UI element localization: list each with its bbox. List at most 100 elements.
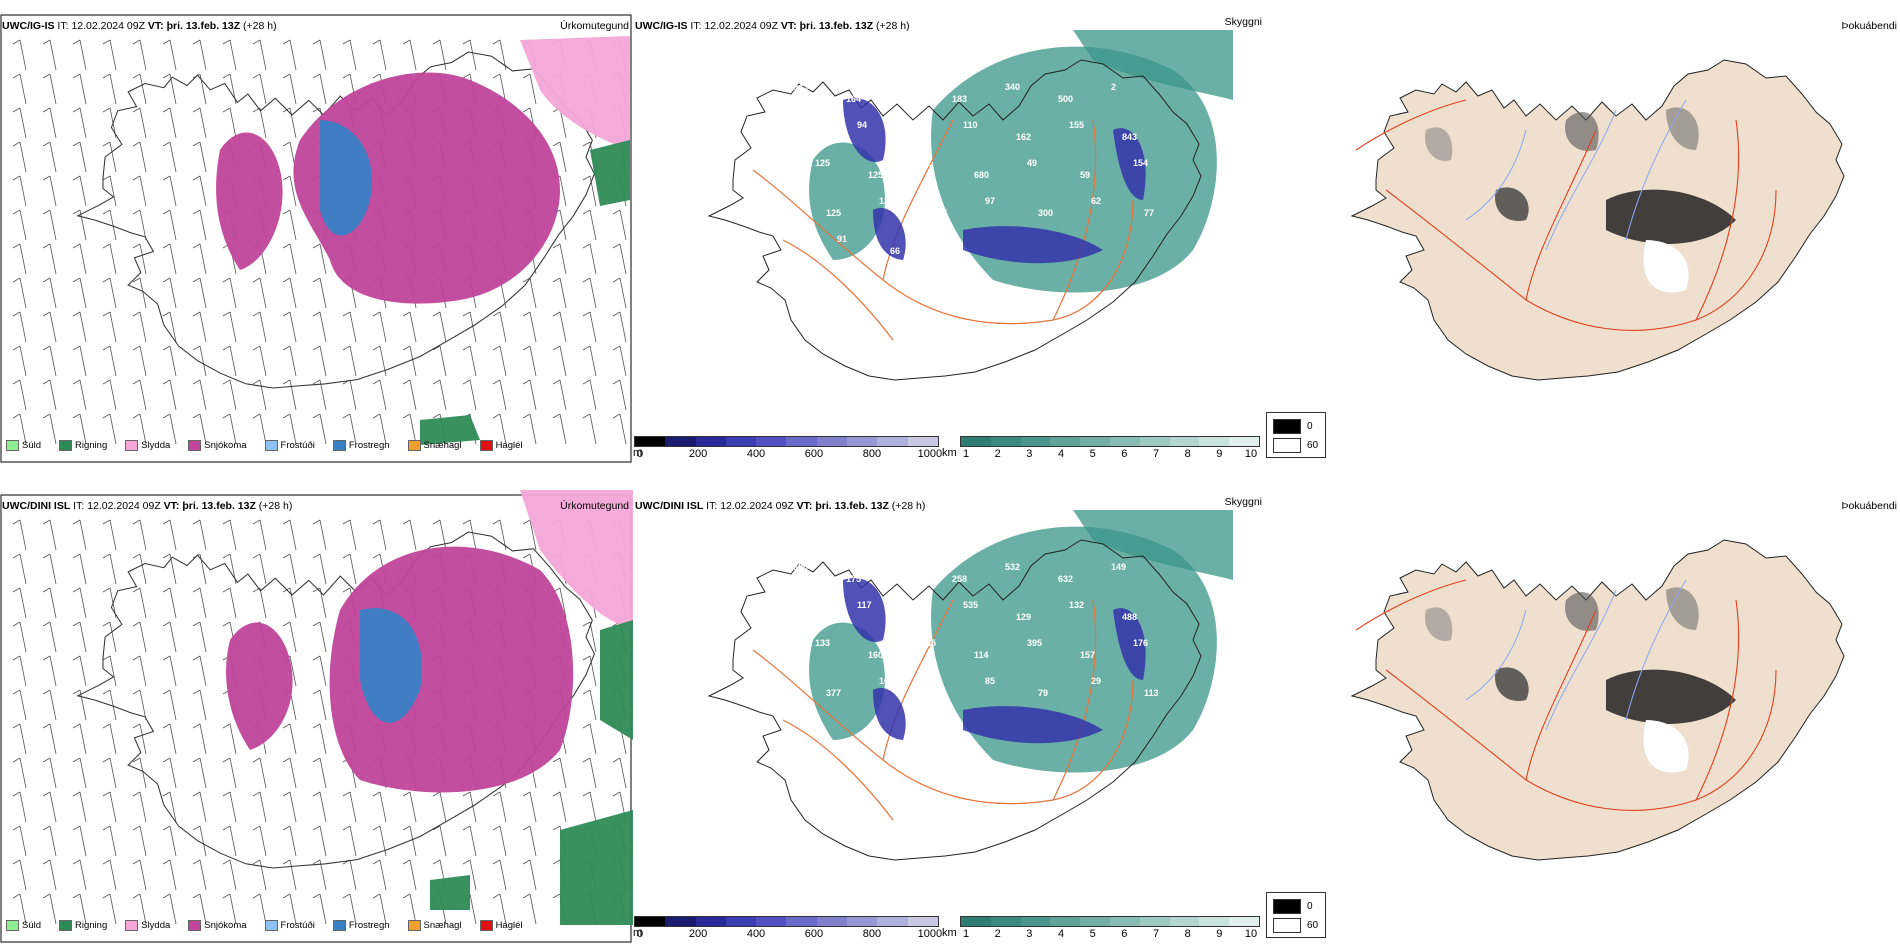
colorbar-tick: 4 bbox=[1057, 448, 1065, 460]
colorbar-segment bbox=[1169, 917, 1200, 926]
wind-barb bbox=[582, 379, 597, 411]
wind-barb bbox=[12, 553, 27, 585]
colorbar-tick: 9 bbox=[1216, 928, 1223, 940]
wind-barb bbox=[312, 519, 327, 551]
panel-type-label: Þokuábendi bbox=[1841, 20, 1897, 32]
wind-barb bbox=[402, 413, 417, 445]
cloud-base-value: 183 bbox=[952, 94, 967, 104]
wind-barb bbox=[552, 791, 567, 823]
wind-barb bbox=[432, 791, 447, 823]
precip-area bbox=[420, 415, 480, 445]
cloud-base-value: 135 bbox=[921, 638, 936, 648]
wind-barb bbox=[432, 345, 447, 377]
wind-barb bbox=[402, 345, 417, 377]
wind-barb bbox=[12, 757, 27, 789]
wind-barb bbox=[372, 893, 387, 925]
wind-barb bbox=[252, 311, 267, 343]
iceland-outline bbox=[707, 539, 1202, 861]
precip-map-bottom bbox=[0, 490, 633, 943]
wind-barb bbox=[192, 141, 207, 173]
cloud-base-value: 137 bbox=[804, 612, 819, 622]
wind-barb bbox=[522, 893, 537, 925]
wind-barb bbox=[132, 209, 147, 241]
wind-barb bbox=[42, 825, 57, 857]
panel-title: UWC/IG-IS IT: 12.02.2024 09Z VT: þri. 13… bbox=[2, 20, 277, 32]
wind-barb bbox=[12, 311, 27, 343]
fog-area bbox=[1495, 187, 1529, 221]
wind-barb bbox=[582, 413, 597, 445]
wind-barb bbox=[582, 757, 597, 789]
colorbar-segment bbox=[635, 437, 666, 446]
wind-barb bbox=[462, 39, 477, 71]
wind-barb bbox=[132, 413, 147, 445]
road bbox=[1385, 669, 1777, 811]
wind-barb bbox=[372, 379, 387, 411]
legend-swatch bbox=[407, 920, 421, 931]
wind-barb bbox=[132, 655, 147, 687]
wind-barb bbox=[72, 519, 87, 551]
wind-barb bbox=[132, 243, 147, 275]
precip-area bbox=[520, 36, 630, 150]
precip-area bbox=[560, 810, 633, 925]
cloud-base-value: 97 bbox=[985, 196, 995, 206]
wind-barb bbox=[612, 413, 627, 445]
rivers bbox=[1465, 579, 1687, 731]
wind-barb bbox=[12, 39, 27, 71]
wind-barb bbox=[222, 345, 237, 377]
colorbar-segment bbox=[877, 917, 908, 926]
legend-item: Snjókoma bbox=[188, 440, 247, 451]
wind-barb bbox=[312, 723, 327, 755]
river bbox=[1465, 609, 1527, 701]
wind-barb bbox=[12, 141, 27, 173]
wind-barb bbox=[42, 859, 57, 891]
wind-barb bbox=[72, 587, 87, 619]
wind-barb bbox=[432, 825, 447, 857]
colorbar-segment bbox=[695, 437, 726, 446]
fog-area bbox=[1565, 111, 1599, 151]
wind-barb bbox=[42, 107, 57, 139]
wind-barb bbox=[492, 893, 507, 925]
wind-barb bbox=[282, 277, 297, 309]
legend-item: Slydda bbox=[125, 440, 170, 451]
legend-label: Frostregn bbox=[348, 440, 390, 452]
colorbar-tick: 8 bbox=[1184, 448, 1191, 460]
colorbar-segment bbox=[1229, 437, 1259, 446]
legend-label: Frostúði bbox=[280, 440, 315, 452]
cloud-base-value: 150 bbox=[910, 132, 925, 142]
road bbox=[1525, 129, 1597, 301]
colorbar-segment bbox=[1139, 917, 1170, 926]
wind-barb bbox=[102, 209, 117, 241]
wind-barb bbox=[462, 519, 477, 551]
colorbar-tick: 9 bbox=[1216, 448, 1223, 460]
wind-barb bbox=[162, 893, 177, 925]
road bbox=[1525, 609, 1597, 781]
road bbox=[882, 119, 954, 281]
colorbar-segment bbox=[635, 917, 666, 926]
wind-barb bbox=[162, 413, 177, 445]
wind-barb bbox=[42, 723, 57, 755]
colorbar-tick: 3 bbox=[1026, 448, 1033, 460]
wind-barb bbox=[252, 553, 267, 585]
precip-type-panel-bottom: UWC/DINI ISL IT: 12.02.2024 09Z VT: þri.… bbox=[0, 480, 633, 943]
wind-barb bbox=[282, 893, 297, 925]
road bbox=[1695, 119, 1740, 321]
wind-barb bbox=[522, 311, 537, 343]
wind-barb bbox=[312, 859, 327, 891]
fog-areas bbox=[1425, 107, 1736, 293]
wind-barb bbox=[402, 311, 417, 343]
wind-barb bbox=[492, 379, 507, 411]
road bbox=[1355, 99, 1467, 151]
wind-barb bbox=[552, 379, 567, 411]
colorbar-tick: 3 bbox=[1026, 928, 1033, 940]
colorbar-segment bbox=[1109, 437, 1140, 446]
cloud-base-areas bbox=[843, 98, 1146, 264]
colorbar-segment bbox=[877, 437, 908, 446]
wind-barb bbox=[522, 345, 537, 377]
colorbar-segment bbox=[756, 437, 787, 446]
wind-barb bbox=[192, 791, 207, 823]
cloud-base-value: 300 bbox=[1038, 208, 1053, 218]
wind-barb bbox=[132, 791, 147, 823]
wind-barb bbox=[312, 311, 327, 343]
colorbar-tick: 400 bbox=[746, 448, 766, 460]
wind-barb bbox=[132, 277, 147, 309]
